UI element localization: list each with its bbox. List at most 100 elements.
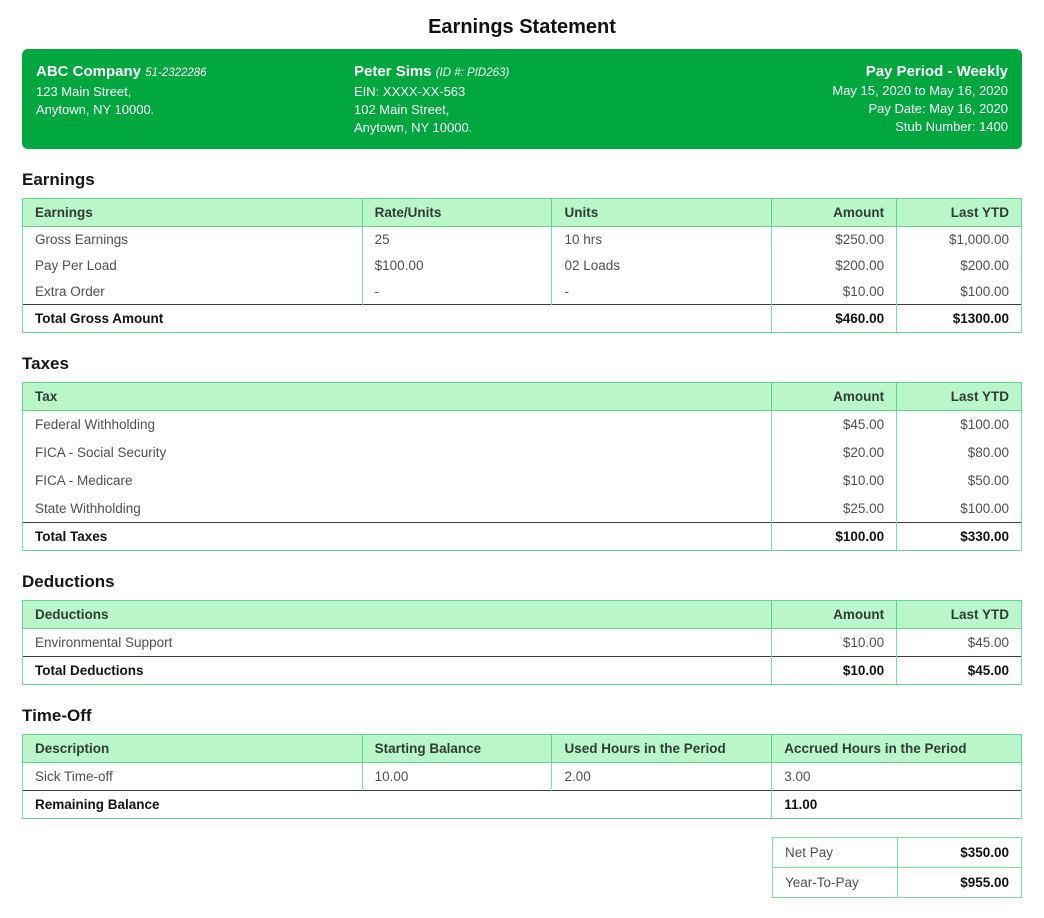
company-id: 51-2322286 (145, 67, 207, 79)
tax-label: Federal Withholding (21, 410, 773, 439)
company-address-2: Anytown, NY 10000. (36, 102, 155, 117)
last-ytd-value: $100.00 (896, 494, 1022, 523)
used-hours-col-header: Used Hours in the Period (551, 734, 773, 763)
earnings-label: Extra Order (22, 278, 363, 305)
rate-units-value: $100.00 (361, 252, 553, 279)
stub-number: Stub Number: 1400 (895, 119, 1008, 134)
table-row: Gross Earnings 25 10 hrs $250.00 $1,000.… (22, 226, 1022, 253)
amount-col-header: Amount (771, 382, 898, 411)
timeoff-section-heading: Time-Off (22, 706, 92, 725)
pay-date: Pay Date: May 16, 2020 (868, 101, 1008, 116)
total-taxes-amount: $100.00 (771, 522, 898, 551)
rate-units-value: - (361, 278, 553, 305)
last-ytd-value: $45.00 (896, 628, 1022, 657)
taxes-header-row: Tax Amount Last YTD (21, 382, 1022, 411)
ytd-pay-value: $955.00 (896, 867, 1022, 898)
table-row: FICA - Social Security $20.00 $80.00 (21, 438, 1022, 467)
total-deductions-ytd: $45.00 (896, 656, 1022, 685)
used-hours-value: 2.00 (551, 762, 773, 791)
earnings-label: Gross Earnings (22, 226, 363, 253)
employee-address-2: Anytown, NY 10000. (354, 120, 473, 135)
employee-ein: EIN: XXXX-XX-563 (354, 84, 466, 99)
deductions-section-heading: Deductions (22, 572, 115, 591)
tax-label: State Withholding (21, 494, 773, 523)
table-row: Sick Time-off 10.00 2.00 3.00 (22, 762, 1022, 791)
net-pay-label: Net Pay (772, 837, 898, 868)
rate-units-col-header: Rate/Units (361, 198, 553, 227)
amount-value: $10.00 (771, 278, 898, 305)
pay-period-info: Pay Period - Weekly May 15, 2020 to May … (748, 62, 1008, 137)
amount-value: $10.00 (771, 628, 898, 657)
rate-units-value: 25 (361, 226, 553, 253)
employee-name-line: Peter Sims (ID #: PID263) (354, 62, 748, 83)
table-row: Pay Per Load $100.00 02 Loads $200.00 $2… (22, 252, 1022, 279)
earnings-label: Pay Per Load (22, 252, 363, 279)
pay-summary-wrap: Net Pay $350.00 Year-To-Pay $955.00 (22, 837, 1022, 898)
taxes-table: Tax Amount Last YTD Federal Withholding … (21, 382, 1022, 551)
company-info: ABC Company 51-2322286 123 Main Street, … (36, 62, 354, 137)
pay-summary-table: Net Pay $350.00 Year-To-Pay $955.00 (772, 837, 1022, 898)
pay-period-title: Pay Period - Weekly (865, 63, 1008, 80)
total-gross-label: Total Gross Amount (21, 304, 773, 333)
deductions-header-row: Deductions Amount Last YTD (21, 600, 1022, 629)
last-ytd-col-header: Last YTD (896, 198, 1022, 227)
table-row: Environmental Support $10.00 $45.00 (21, 628, 1022, 657)
remaining-balance-label: Remaining Balance (21, 790, 773, 819)
timeoff-description: Sick Time-off (22, 762, 363, 791)
amount-value: $10.00 (771, 466, 898, 495)
total-taxes-ytd: $330.00 (896, 522, 1022, 551)
net-pay-row: Net Pay $350.00 (772, 837, 1022, 868)
description-col-header: Description (22, 734, 363, 763)
timeoff-table: Description Starting Balance Used Hours … (21, 734, 1022, 819)
tax-col-header: Tax (21, 382, 773, 411)
table-row: FICA - Medicare $10.00 $50.00 (21, 466, 1022, 495)
amount-value: $45.00 (771, 410, 898, 439)
amount-col-header: Amount (771, 600, 898, 629)
units-value: 02 Loads (551, 252, 773, 279)
amount-value: $25.00 (771, 494, 898, 523)
total-deductions-label: Total Deductions (21, 656, 773, 685)
deductions-total-row: Total Deductions $10.00 $45.00 (21, 656, 1022, 685)
company-name: ABC Company (36, 63, 142, 80)
table-row: State Withholding $25.00 $100.00 (21, 494, 1022, 523)
timeoff-header-row: Description Starting Balance Used Hours … (22, 734, 1022, 763)
last-ytd-value: $50.00 (896, 466, 1022, 495)
taxes-section-heading: Taxes (22, 354, 69, 373)
earnings-section-heading: Earnings (22, 170, 95, 189)
last-ytd-value: $80.00 (896, 438, 1022, 467)
table-row: Federal Withholding $45.00 $100.00 (21, 410, 1022, 439)
statement-header-banner: ABC Company 51-2322286 123 Main Street, … (22, 49, 1022, 149)
timeoff-total-row: Remaining Balance 11.00 (21, 790, 1022, 819)
net-pay-value: $350.00 (896, 837, 1022, 868)
last-ytd-value: $1,000.00 (896, 226, 1022, 253)
earnings-table: Earnings Rate/Units Units Amount Last YT… (21, 198, 1022, 333)
units-col-header: Units (551, 198, 773, 227)
company-address-1: 123 Main Street, (36, 84, 132, 99)
pay-period-range: May 15, 2020 to May 16, 2020 (832, 83, 1008, 98)
ytd-pay-label: Year-To-Pay (772, 867, 898, 898)
earnings-total-row: Total Gross Amount $460.00 $1300.00 (21, 304, 1022, 333)
accrued-hours-value: 3.00 (771, 762, 1022, 791)
accrued-hours-col-header: Accrued Hours in the Period (771, 734, 1022, 763)
amount-col-header: Amount (771, 198, 898, 227)
employee-id: (ID #: PID263) (435, 67, 510, 79)
total-gross-amount: $460.00 (771, 304, 898, 333)
last-ytd-col-header: Last YTD (896, 600, 1022, 629)
earnings-col-header: Earnings (22, 198, 363, 227)
total-deductions-amount: $10.00 (771, 656, 898, 685)
table-row: Extra Order - - $10.00 $100.00 (22, 278, 1022, 305)
employee-info: Peter Sims (ID #: PID263) EIN: XXXX-XX-5… (354, 62, 748, 137)
employee-name: Peter Sims (354, 63, 432, 80)
last-ytd-value: $100.00 (896, 410, 1022, 439)
amount-value: $20.00 (771, 438, 898, 467)
units-value: 10 hrs (551, 226, 773, 253)
remaining-balance-value: 11.00 (771, 790, 1022, 819)
taxes-total-row: Total Taxes $100.00 $330.00 (21, 522, 1022, 551)
units-value: - (551, 278, 773, 305)
total-gross-ytd: $1300.00 (896, 304, 1022, 333)
last-ytd-col-header: Last YTD (896, 382, 1022, 411)
amount-value: $250.00 (771, 226, 898, 253)
employee-address-1: 102 Main Street, (354, 102, 450, 117)
starting-balance-col-header: Starting Balance (361, 734, 553, 763)
last-ytd-value: $100.00 (896, 278, 1022, 305)
